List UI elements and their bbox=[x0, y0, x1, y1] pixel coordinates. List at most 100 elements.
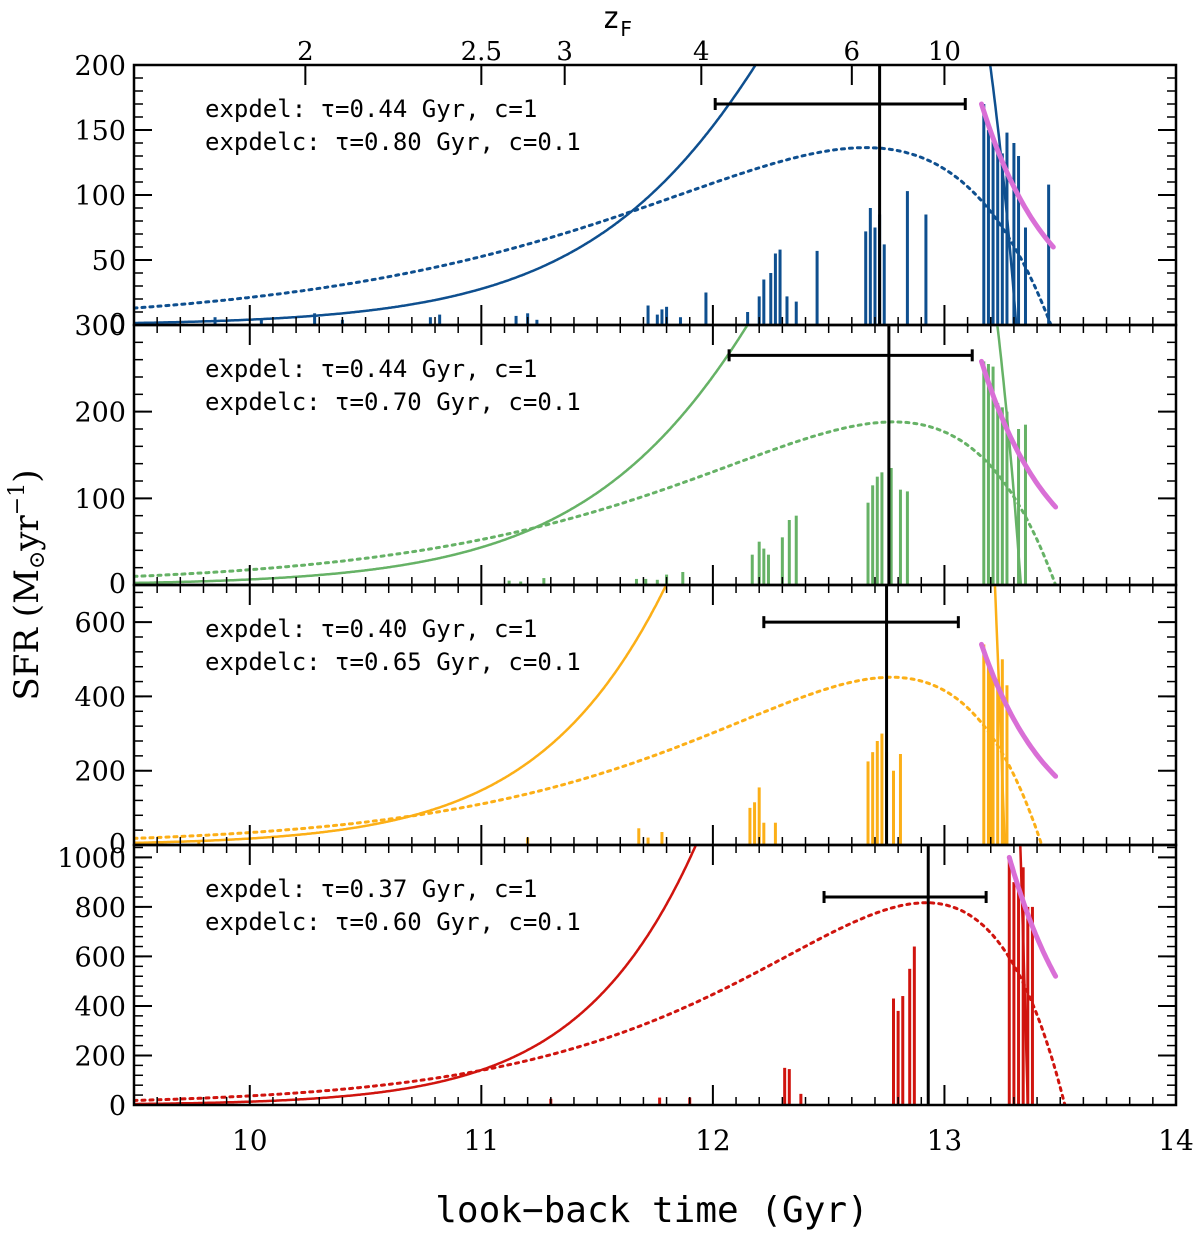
top-tick-label: 4 bbox=[693, 37, 710, 67]
expdelc-curve bbox=[134, 901, 1067, 1105]
y-tick-label: 600 bbox=[74, 942, 126, 973]
y-ticks: 0 200 400 600 bbox=[74, 591, 1176, 860]
sfr-bar bbox=[785, 296, 789, 325]
sfr-bar bbox=[991, 366, 995, 585]
sfr-bar bbox=[637, 828, 641, 845]
sfr-bar bbox=[438, 314, 442, 325]
sfr-bar bbox=[873, 227, 877, 325]
sfr-bar bbox=[991, 679, 995, 845]
sfr-bar bbox=[773, 822, 777, 845]
sfr-bar bbox=[875, 741, 879, 845]
sfr-bar bbox=[655, 579, 659, 585]
y-tick-label: 400 bbox=[74, 682, 126, 713]
sfr-bar bbox=[892, 770, 896, 845]
y-ticks: 0 200 400 600 800 1000 bbox=[57, 843, 1176, 1122]
y-tick-label: 200 bbox=[74, 757, 126, 788]
x-ticks bbox=[133, 585, 1177, 845]
sfr-bar bbox=[866, 502, 870, 585]
sfr-bar bbox=[762, 548, 766, 585]
sfr-bar bbox=[646, 305, 650, 325]
bottom-time-axis: 10 11 12 13 14 bbox=[232, 1124, 1194, 1157]
panels-group: 0 50 100 150 200 expdel: τ=0.44 Gyr, c=1 expde… bbox=[57, 51, 1178, 1122]
sfr-bar bbox=[678, 317, 682, 325]
sfr-bar bbox=[799, 1093, 803, 1105]
sfr-bar bbox=[996, 145, 1000, 325]
sfr-bar bbox=[753, 802, 757, 845]
sfr-bar bbox=[660, 309, 664, 325]
sfr-bar bbox=[868, 208, 872, 325]
sfr-bar bbox=[542, 578, 546, 585]
expdelc-curve bbox=[134, 420, 1058, 585]
panel-frame bbox=[132, 843, 1178, 1107]
sfr-bar bbox=[880, 472, 884, 585]
panel-2: 0 100 200 300 expdel: τ=0.44 Gyr, c=1 expdelc… bbox=[74, 311, 1178, 600]
sfr-bars bbox=[549, 857, 1034, 1105]
plot-area bbox=[134, 65, 1056, 325]
x-ticks bbox=[133, 305, 1177, 325]
sfr-bar bbox=[898, 489, 902, 585]
sfr-bar bbox=[996, 689, 1000, 845]
x-tick-label: 10 bbox=[232, 1124, 268, 1157]
x-tick-label: 12 bbox=[695, 1124, 731, 1157]
sfr-bar bbox=[787, 520, 791, 585]
sfr-bar bbox=[912, 946, 916, 1105]
age-errorbar bbox=[713, 98, 967, 110]
sfr-bar bbox=[896, 1010, 900, 1105]
expdelc-curve bbox=[134, 146, 1053, 325]
plot-area bbox=[134, 325, 1059, 585]
sfr-bar bbox=[901, 996, 905, 1105]
y-tick-label: 0 bbox=[109, 1091, 126, 1122]
sfr-bar bbox=[313, 313, 317, 325]
sfr-bar bbox=[882, 244, 886, 325]
sfr-bar bbox=[681, 572, 685, 585]
top-redshift-axis: zF 2 2.5 3 4 6 10 bbox=[297, 1, 961, 85]
decline-curve bbox=[979, 358, 1059, 510]
sfr-bar bbox=[794, 515, 798, 585]
top-tick-label: 10 bbox=[928, 37, 961, 67]
sfr-bar bbox=[815, 250, 819, 325]
sfr-bar bbox=[757, 787, 761, 845]
sfr-bar bbox=[889, 468, 893, 585]
age-errorbar bbox=[727, 349, 974, 362]
sfr-bars bbox=[213, 104, 1051, 325]
sfr-bar bbox=[880, 733, 884, 845]
annotation-expdelc: expdelc: τ=0.80 Gyr, c=0.1 bbox=[205, 128, 581, 156]
x-ticks bbox=[133, 845, 1177, 1105]
y-tick-label: 200 bbox=[74, 398, 126, 429]
sfr-bar bbox=[986, 130, 990, 325]
sfr-bar bbox=[748, 807, 752, 845]
sfr-bar bbox=[986, 364, 990, 585]
sfr-bar bbox=[750, 554, 754, 585]
sfr-bar bbox=[519, 581, 523, 585]
y-tick-label: 200 bbox=[74, 1041, 126, 1072]
y-tick-label: 300 bbox=[74, 311, 126, 342]
y-tick-label: 0 bbox=[109, 309, 126, 340]
sfr-bar bbox=[646, 837, 650, 845]
plot-area bbox=[134, 845, 1067, 1105]
top-tick-label: 3 bbox=[556, 37, 573, 67]
sfr-bar bbox=[762, 822, 766, 845]
sfr-bar bbox=[871, 752, 875, 845]
sfr-bar bbox=[507, 580, 511, 585]
sfr-bar bbox=[757, 296, 761, 325]
expdelc-curve bbox=[134, 675, 1044, 845]
panel-3: 0 200 400 600 expdel: τ=0.40 Gyr, c=1 expdelc… bbox=[74, 583, 1178, 860]
sfr-bar bbox=[660, 832, 664, 845]
sfr-bar bbox=[898, 754, 902, 845]
sfr-bar bbox=[924, 214, 928, 325]
sfr-bar bbox=[892, 998, 896, 1105]
sfr-bar bbox=[1000, 153, 1004, 325]
sfr-bar bbox=[1023, 227, 1027, 325]
y-ticks: 0 50 100 150 200 bbox=[74, 51, 1176, 340]
sfr-bar bbox=[1012, 882, 1016, 1105]
y-tick-label: 0 bbox=[109, 569, 126, 600]
sfr-bar bbox=[1012, 143, 1016, 325]
x-tick-label: 11 bbox=[464, 1124, 500, 1157]
sfr-bar bbox=[783, 1067, 787, 1105]
sfr-bar bbox=[787, 1069, 791, 1105]
y-tick-label: 150 bbox=[74, 116, 126, 147]
y-axis-label: SFR (M⊙yr−1) bbox=[5, 470, 50, 701]
sfr-bar bbox=[535, 319, 539, 325]
x-tick-label: 13 bbox=[927, 1124, 963, 1157]
sfr-bar bbox=[428, 317, 432, 325]
